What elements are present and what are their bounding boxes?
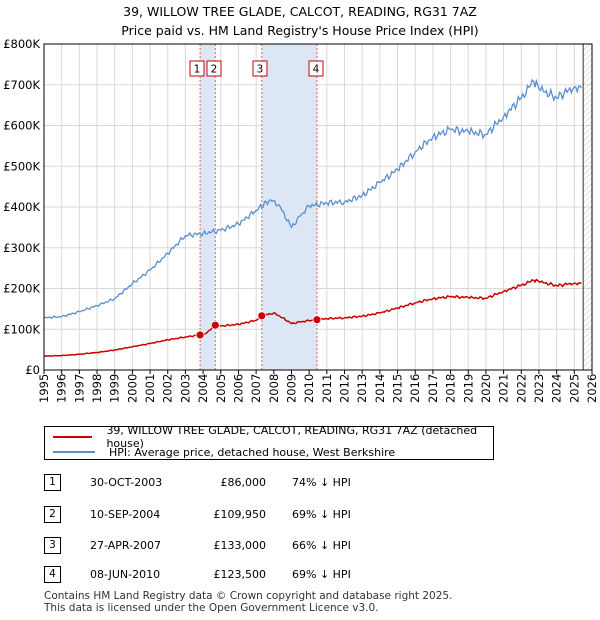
x-tick-label: 2004 — [196, 374, 210, 403]
y-tick-label: £500K — [3, 159, 40, 173]
x-tick-label: 2000 — [125, 374, 139, 403]
footer-line-1: Contains HM Land Registry data © Crown c… — [44, 590, 453, 602]
sale-hpi-diff: 69% ↓ HPI — [292, 568, 351, 581]
sale-number-badge: 2 — [44, 506, 61, 523]
sale-label-number: 3 — [257, 64, 264, 76]
x-tick-label: 2023 — [532, 374, 546, 403]
x-axis: 1995 1996 1997 1998 1999 2000 2001 2002 2003 2004… — [37, 370, 599, 403]
x-tick-label: 2019 — [461, 374, 475, 403]
sale-row: 1 30-OCT-2003 £86,000 74% ↓ HPI — [44, 474, 444, 492]
x-tick-label: 2002 — [161, 374, 175, 403]
sale-row: 2 10-SEP-2004 £109,950 69% ↓ HPI — [44, 506, 444, 524]
y-tick-label: £700K — [3, 78, 40, 92]
sale-point — [195, 330, 205, 340]
chart-title: 39, WILLOW TREE GLADE, CALCOT, READING, … — [0, 2, 600, 40]
hatched-region — [583, 44, 592, 370]
x-tick-label: 2015 — [391, 374, 405, 403]
sale-label-box — [252, 60, 268, 77]
y-tick-label: £400K — [3, 200, 40, 214]
sale-price: £123,500 — [213, 568, 267, 581]
sale-label-box — [189, 60, 205, 77]
series-line-hpi — [43, 78, 582, 319]
legend-item-property: 39, WILLOW TREE GLADE, CALCOT, READING, … — [53, 424, 493, 450]
y-tick-label: £800K — [3, 37, 40, 51]
x-tick-label: 2021 — [497, 374, 511, 403]
legend-swatch-hpi — [53, 451, 95, 453]
sale-date: 10-SEP-2004 — [90, 508, 161, 521]
plot-frame — [43, 43, 593, 371]
x-tick-label: 2017 — [426, 374, 440, 403]
sale-label-number: 2 — [211, 64, 218, 76]
sale-price: £86,000 — [220, 476, 267, 489]
sale-hpi-diff: 74% ↓ HPI — [292, 476, 351, 489]
sale-number-badge: 3 — [44, 537, 61, 554]
x-tick-label: 2022 — [514, 374, 528, 403]
sale-date: 08-JUN-2010 — [90, 568, 161, 581]
x-tick-label: 2009 — [284, 374, 298, 403]
x-tick-label: 1999 — [108, 374, 122, 403]
sale-hpi-diff: 66% ↓ HPI — [292, 539, 351, 552]
sale-date: 27-APR-2007 — [90, 539, 162, 552]
y-tick-label: £300K — [3, 241, 40, 255]
x-tick-label: 1997 — [72, 374, 86, 403]
x-tick-label: 2008 — [267, 374, 281, 403]
y-tick-label: £100K — [3, 322, 40, 336]
sale-label-number: 4 — [313, 64, 320, 76]
x-tick-label: 2006 — [231, 374, 245, 403]
sale-label-number: 1 — [194, 64, 201, 76]
x-tick-label: 2025 — [567, 374, 581, 403]
legend-swatch-property — [53, 436, 93, 438]
sale-bands — [199, 44, 592, 370]
footer-line-2: This data is licensed under the Open Gov… — [44, 602, 379, 614]
y-axis: £0 £100K £200K £300K £400K £500K £600K £700K £80… — [3, 37, 40, 377]
sale-label-box — [308, 60, 324, 77]
sale-band — [200, 44, 216, 370]
sale-date: 30-OCT-2003 — [90, 476, 163, 489]
x-tick-label: 2020 — [479, 374, 493, 403]
x-tick-label: 2018 — [444, 374, 458, 403]
title-line-2: Price paid vs. HM Land Registry's House … — [121, 23, 479, 38]
legend-item-hpi: HPI: Average price, detached house, West… — [53, 445, 395, 459]
x-tick-label: 1996 — [55, 374, 69, 403]
sale-hpi-diff: 69% ↓ HPI — [292, 508, 351, 521]
x-tick-label: 1998 — [90, 374, 104, 403]
legend: 39, WILLOW TREE GLADE, CALCOT, READING, … — [44, 424, 494, 460]
legend-label-property: 39, WILLOW TREE GLADE, CALCOT, READING, … — [106, 424, 478, 450]
sale-point — [312, 315, 322, 325]
plot-border — [43, 43, 593, 371]
x-tick-label: 1995 — [37, 374, 51, 403]
x-tick-label: 2003 — [178, 374, 192, 403]
legend-label-hpi: HPI: Average price, detached house, West… — [109, 445, 396, 459]
sale-row: 3 27-APR-2007 £133,000 66% ↓ HPI — [44, 537, 444, 555]
sale-price: £133,000 — [213, 539, 267, 552]
x-tick-label: 2016 — [408, 374, 422, 403]
x-tick-label: 2026 — [585, 374, 599, 403]
x-tick-label: 2001 — [143, 374, 157, 403]
x-tick-label: 2007 — [249, 374, 263, 403]
sale-row: 4 08-JUN-2010 £123,500 69% ↓ HPI — [44, 566, 444, 584]
x-tick-label: 2013 — [355, 374, 369, 403]
x-tick-label: 2010 — [302, 374, 316, 403]
sale-number-badge: 1 — [44, 474, 61, 491]
y-tick-label: £0 — [25, 363, 40, 377]
x-tick-label: 2014 — [373, 374, 387, 403]
sale-number-badge: 4 — [44, 566, 61, 583]
sale-price: £109,950 — [213, 508, 267, 521]
sale-point — [210, 320, 220, 330]
x-tick-label: 2024 — [550, 374, 564, 403]
sale-band — [261, 44, 317, 370]
y-tick-label: £600K — [3, 119, 40, 133]
x-tick-label: 2011 — [320, 374, 334, 403]
title-line-1: 39, WILLOW TREE GLADE, CALCOT, READING, … — [123, 4, 477, 19]
footer: Contains HM Land Registry data © Crown c… — [44, 590, 452, 614]
sale-point — [257, 311, 267, 321]
x-tick-label: 2005 — [214, 374, 228, 403]
x-tick-label: 2012 — [338, 374, 352, 403]
sale-label-box — [206, 60, 222, 77]
y-tick-label: £200K — [3, 282, 40, 296]
